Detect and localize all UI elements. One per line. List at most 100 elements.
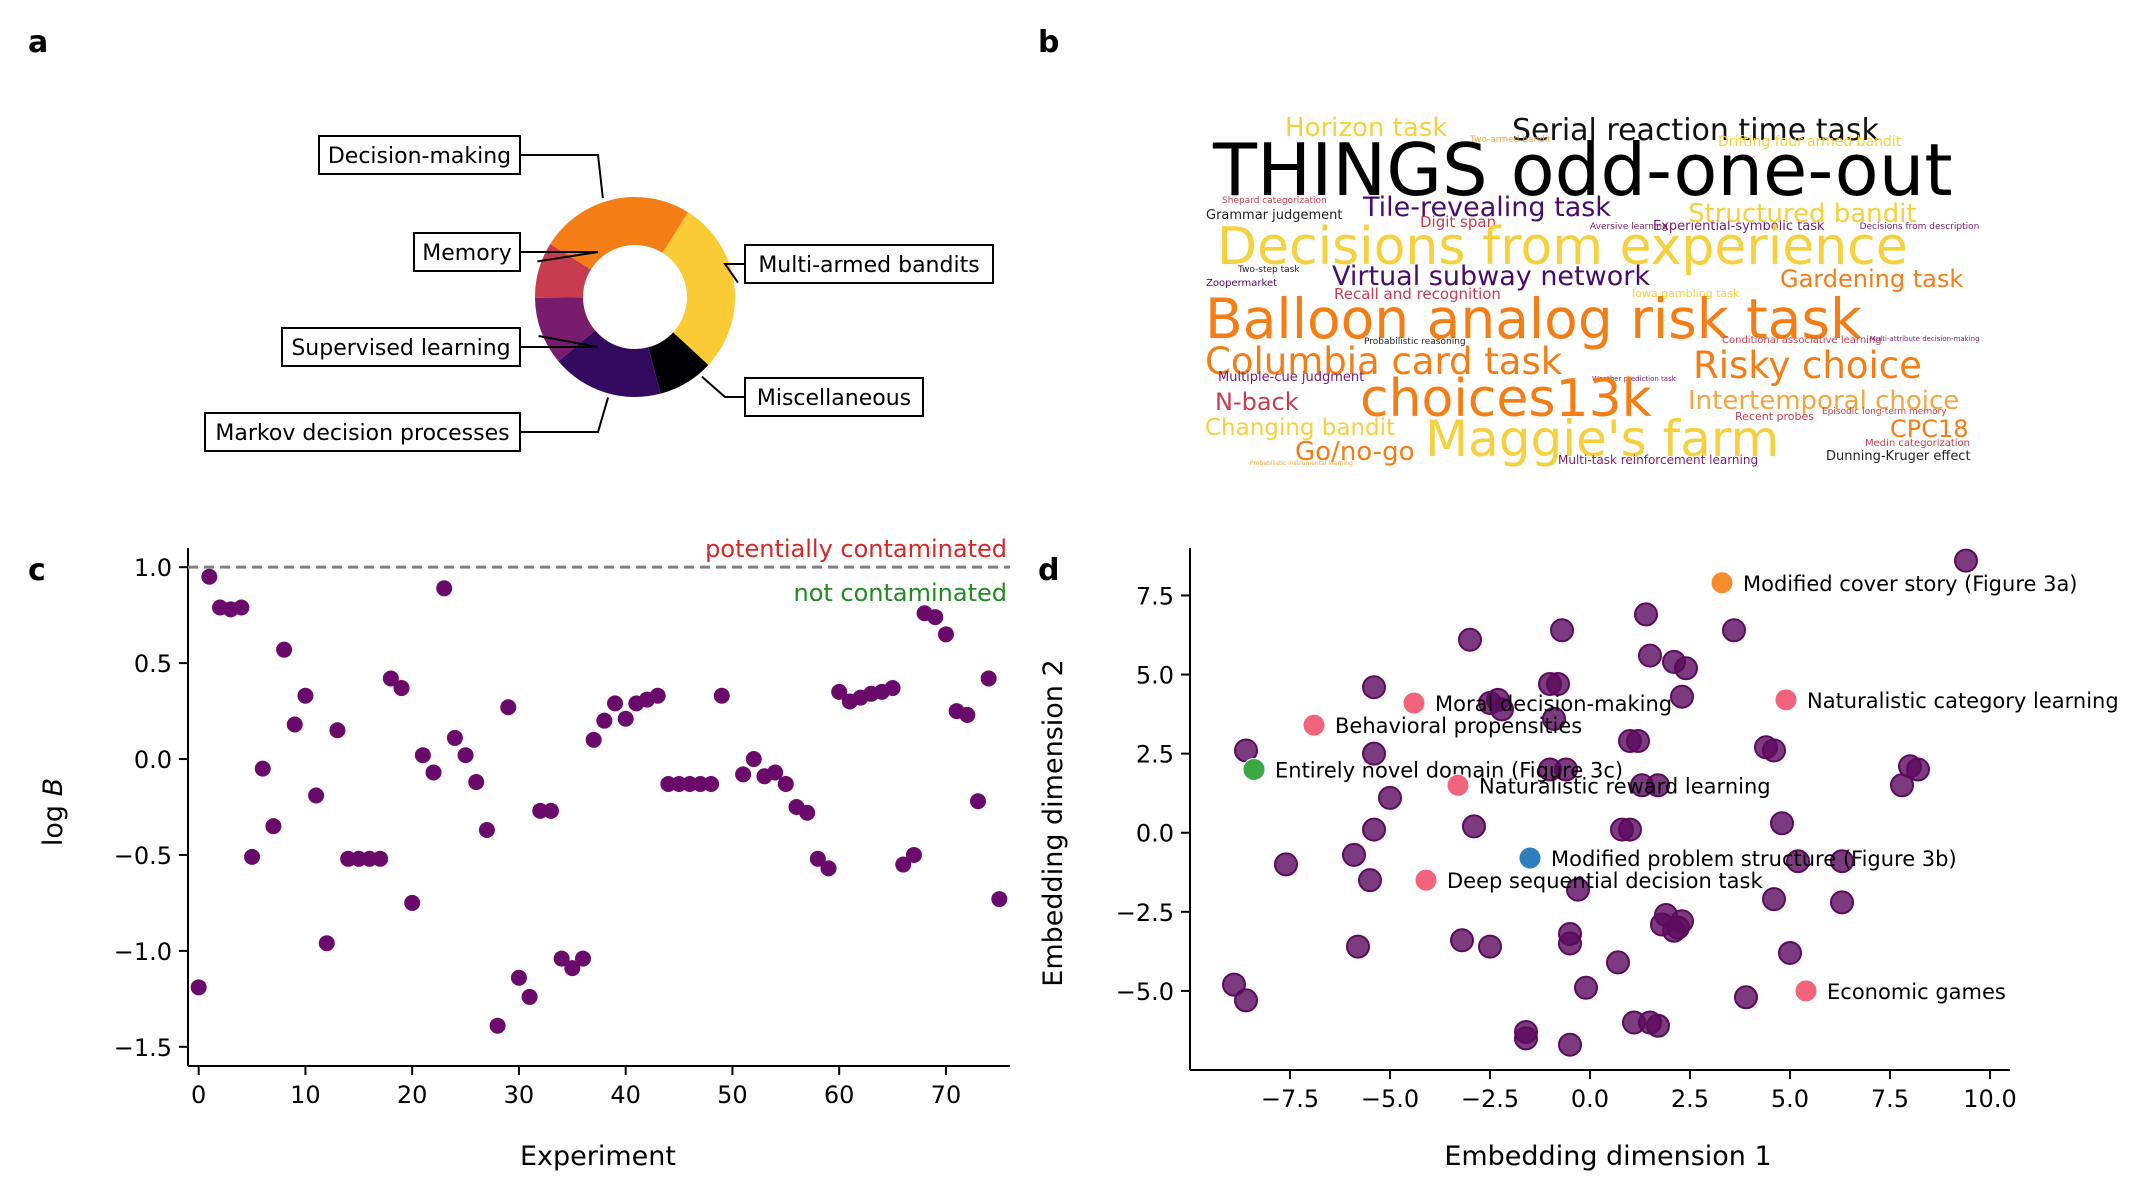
embedding-point xyxy=(1734,985,1758,1010)
highlight-label: Naturalistic category learning xyxy=(1807,689,2119,713)
embedding-point xyxy=(1346,934,1370,959)
donut-slice-miscellaneous xyxy=(648,332,709,394)
slice-label-miscellaneous: Miscellaneous xyxy=(757,386,911,411)
y-tick-label: 0.0 xyxy=(134,746,172,774)
y-tick-label: 0.0 xyxy=(1136,820,1174,848)
data-point xyxy=(276,641,293,658)
x-tick-label: 60 xyxy=(824,1081,855,1109)
data-point xyxy=(297,687,314,704)
highlight-point xyxy=(1518,846,1542,870)
word-medin-categorization: Medin categorization xyxy=(1865,438,1970,449)
y-tick-label: −1.0 xyxy=(114,938,172,966)
embedding-point xyxy=(1450,928,1474,953)
word-cpc18: CPC18 xyxy=(1890,415,1969,443)
data-point xyxy=(777,775,794,792)
panel-letter-c: c xyxy=(28,553,46,588)
data-point xyxy=(286,716,303,733)
embedding-point xyxy=(1478,934,1502,959)
word-serial-reaction-time-task: Serial reaction time task xyxy=(1512,113,1880,148)
data-point xyxy=(233,599,250,616)
embedding-point xyxy=(1906,757,1930,782)
data-point xyxy=(190,979,207,996)
data-point xyxy=(404,894,421,911)
slice-label-decision-making: Decision-making xyxy=(328,144,511,169)
y-axis-label: Embedding dimension 2 xyxy=(1038,659,1069,986)
leader-line-markov-decision-processes xyxy=(520,397,610,433)
embedding-point xyxy=(1954,548,1978,573)
word-intertemporal-choice: Intertemporal choice xyxy=(1688,386,1959,416)
y-axis-label-b: B xyxy=(38,778,69,797)
donut-chart: Multi-armed bandits Miscellaneous Markov d… xyxy=(204,135,994,452)
y-tick-label: 1.0 xyxy=(134,554,172,582)
word-maggie-s-farm: Maggie's farm xyxy=(1425,410,1779,468)
y-tick-label: −5.0 xyxy=(1116,978,1174,1006)
word-things-odd-one-out: THINGS odd-one-out xyxy=(1212,128,1953,212)
data-point xyxy=(937,626,954,643)
data-point xyxy=(553,950,570,967)
word-probabilistic-reasoning: Probabilistic reasoning xyxy=(1364,337,1466,347)
embedding-point xyxy=(1634,602,1658,627)
data-point xyxy=(244,848,261,865)
word-horizon-task: Horizon task xyxy=(1285,113,1447,143)
word-decisions-from-description: Decisions from description xyxy=(1860,222,1980,232)
embedding-point xyxy=(1378,785,1402,810)
x-tick-label: 10.0 xyxy=(1963,1085,2016,1113)
word-aversive-learning: Aversive learning xyxy=(1590,222,1668,232)
data-point xyxy=(884,680,901,697)
word-go-no-go: Go/no-go xyxy=(1295,437,1414,467)
word-recent-probes: Recent probes xyxy=(1735,410,1814,423)
highlight-point xyxy=(1710,571,1734,595)
embedding-point xyxy=(1786,849,1810,874)
data-point xyxy=(745,751,762,768)
x-axis-label: Embedding dimension 1 xyxy=(1444,1141,1771,1172)
embedding-point xyxy=(1362,675,1386,700)
embedding-point xyxy=(1546,672,1570,697)
x-tick-label: 30 xyxy=(504,1081,535,1109)
y-tick-label: −1.5 xyxy=(114,1034,172,1062)
x-tick-label: 5.0 xyxy=(1771,1085,1809,1113)
data-point xyxy=(318,935,335,952)
embedding-scatter: Embedding dimension 1 Embedding dimensio… xyxy=(1038,548,2119,1172)
data-point xyxy=(617,710,634,727)
data-point xyxy=(831,683,848,700)
word-choices13k: choices13k xyxy=(1360,369,1652,429)
x-tick-label: −7.5 xyxy=(1261,1085,1319,1113)
data-point xyxy=(927,609,944,626)
highlight-point xyxy=(1794,979,1818,1003)
highlight-point xyxy=(1402,691,1426,715)
data-point xyxy=(382,670,399,687)
data-point xyxy=(596,712,613,729)
word-tile-revealing-task: Tile-revealing task xyxy=(1362,192,1611,223)
data-point xyxy=(820,860,837,877)
y-tick-label: 7.5 xyxy=(1136,582,1174,610)
highlight-label: Modified problem structure (Figure 3b) xyxy=(1551,847,1957,871)
embedding-point xyxy=(1558,1032,1582,1057)
highlight-label: Deep sequential decision task xyxy=(1447,869,1763,893)
embedding-point xyxy=(1762,887,1786,912)
data-point xyxy=(564,960,581,977)
label-box-markov-decision-processes xyxy=(204,412,521,452)
threshold-label-below: not contaminated xyxy=(793,579,1007,607)
donut-slice-supervised-learning xyxy=(535,297,596,362)
highlight-label: Moral decision-making xyxy=(1435,692,1672,716)
data-point xyxy=(425,764,442,781)
x-tick-label: 7.5 xyxy=(1871,1085,1909,1113)
x-tick-label: 70 xyxy=(931,1081,962,1109)
embedding-point xyxy=(1674,656,1698,681)
donut-slice-multi-armed-bandits xyxy=(662,212,735,365)
highlight-point xyxy=(1774,688,1798,712)
embedding-point xyxy=(1358,868,1382,893)
embedding-point xyxy=(1830,890,1854,915)
word-experiential-symbolic-task: Experiential-symbolic task xyxy=(1653,219,1825,234)
word-zoopermarket: Zoopermarket xyxy=(1206,278,1277,289)
highlight-point xyxy=(1242,757,1266,781)
data-point xyxy=(372,850,389,867)
embedding-point xyxy=(1542,706,1566,731)
highlight-point xyxy=(1414,868,1438,892)
data-point xyxy=(649,687,666,704)
y-axis-label: log B xyxy=(38,778,69,846)
y-tick-label: 0.5 xyxy=(134,650,172,678)
word-multiple-cue-judgment: Multiple-cue judgment xyxy=(1218,370,1364,385)
embedding-point xyxy=(1566,877,1590,902)
x-tick-label: 2.5 xyxy=(1671,1085,1709,1113)
